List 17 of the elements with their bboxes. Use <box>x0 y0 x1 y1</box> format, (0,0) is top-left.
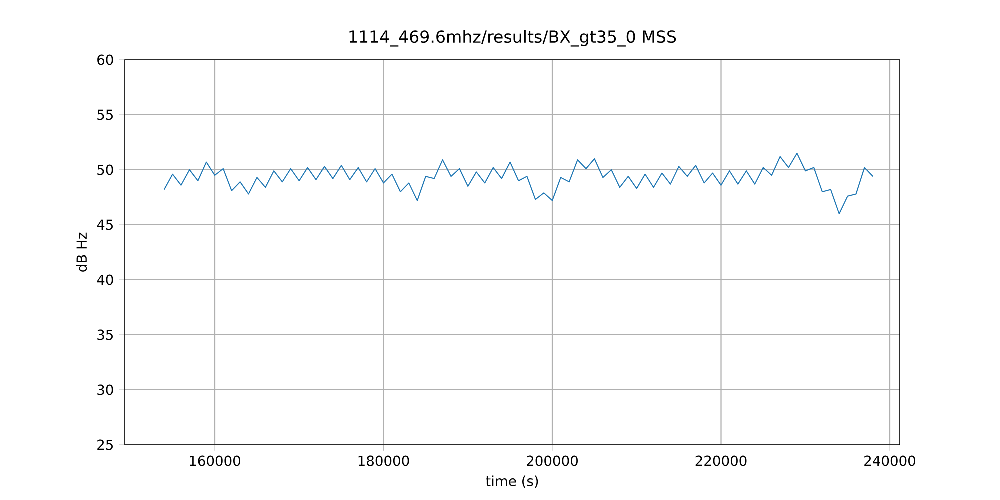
line-series <box>164 152 874 215</box>
x-axis-title: time (s) <box>486 476 538 488</box>
y-tick-label: 35 <box>98 330 113 340</box>
y-tick-label: 25 <box>98 440 113 450</box>
y-tick-label: 50 <box>98 164 114 176</box>
y-tick-label: 55 <box>98 110 113 120</box>
y-tick-label: 60 <box>98 54 114 66</box>
y-tick-label: 45 <box>97 220 113 230</box>
y-tick-label: 40 <box>97 274 114 286</box>
x-tick-label: 180000 <box>358 456 410 466</box>
chart-title: 1114_469.6mhz/results/BX_gt35_0 MSS <box>350 30 676 47</box>
x-tick-label: 240000 <box>864 456 916 466</box>
y-tick-label: 30 <box>98 384 114 396</box>
x-tick-label: 160000 <box>190 456 240 466</box>
x-tick-label: 220000 <box>696 456 747 466</box>
y-axis-title: dB Hz <box>76 232 88 272</box>
x-tick-label: 200000 <box>527 456 578 466</box>
